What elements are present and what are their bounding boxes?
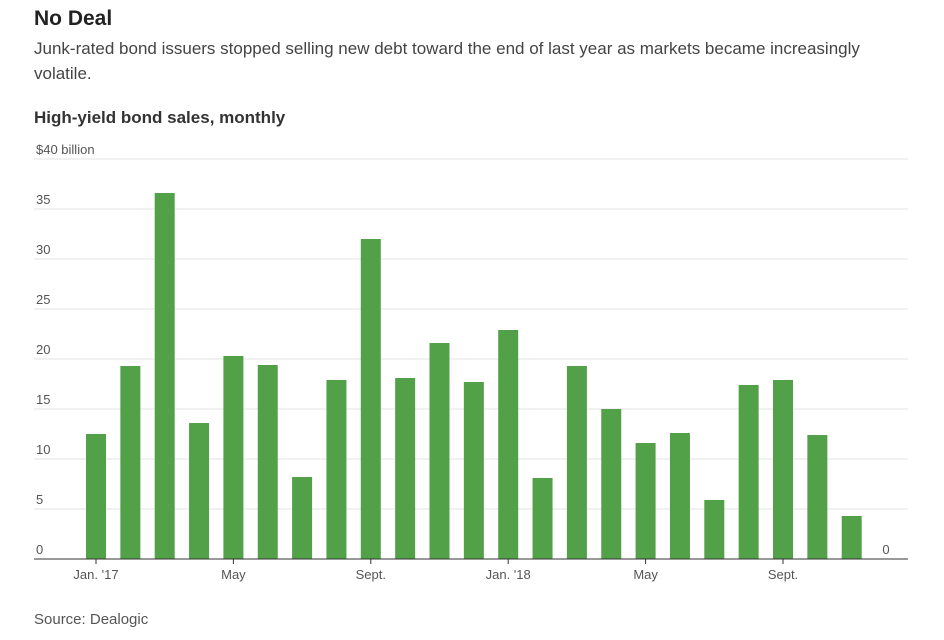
bar: [360, 239, 381, 559]
y-tick-label: 30: [36, 242, 50, 257]
x-tick-label: Sept.: [768, 567, 798, 582]
bar: [120, 366, 141, 559]
y-tick-label: 5: [36, 492, 43, 507]
x-tick-label: Sept.: [356, 567, 386, 582]
bar: [326, 380, 347, 559]
y-tick-label: 0: [36, 542, 43, 557]
y-tick-label: 35: [36, 192, 50, 207]
bar: [807, 435, 828, 559]
bar: [292, 477, 313, 559]
bar: [463, 382, 484, 559]
bar: [773, 380, 793, 559]
bar: [635, 443, 656, 559]
chart-headline: No Deal: [34, 7, 113, 30]
bar: [498, 330, 519, 559]
bars: [86, 193, 862, 559]
y-tick-label: 10: [36, 442, 50, 457]
y-tick-label: $40 billion: [36, 142, 95, 157]
y-tick-label: 25: [36, 292, 50, 307]
bar: [86, 434, 106, 559]
y-tick-label: 20: [36, 342, 50, 357]
chart-title: High-yield bond sales, monthly: [34, 108, 286, 127]
y-tick-label: 15: [36, 392, 50, 407]
bar: [429, 343, 450, 559]
bar: [704, 500, 725, 559]
data-label: 0: [882, 542, 889, 557]
bar: [532, 478, 553, 559]
bar: [566, 366, 587, 559]
chart-subtitle: Junk-rated bond issuers stopped selling …: [34, 39, 860, 83]
x-tick-label: May: [633, 567, 658, 582]
bar: [841, 516, 862, 559]
x-tick-label: Jan. '18: [486, 567, 531, 582]
x-tick-label: May: [221, 567, 246, 582]
bar: [395, 378, 416, 559]
axes: 0 5 10 15 20 25 30 35 $40 billion 0 Jan. '17 May Sep…: [34, 142, 908, 582]
bar-chart: 0 5 10 15 20 25 30 35 $40 billion 0 Jan. '17 May Sep…: [34, 142, 908, 582]
bar: [601, 409, 622, 559]
gridlines: [34, 158, 908, 510]
bar: [738, 385, 759, 559]
bar: [154, 193, 175, 559]
bar: [257, 365, 278, 559]
bar: [223, 356, 244, 559]
bar: [669, 433, 690, 559]
bar: [189, 423, 210, 559]
source-note: Source: Dealogic: [34, 611, 149, 628]
x-tick-label: Jan. '17: [73, 567, 118, 582]
